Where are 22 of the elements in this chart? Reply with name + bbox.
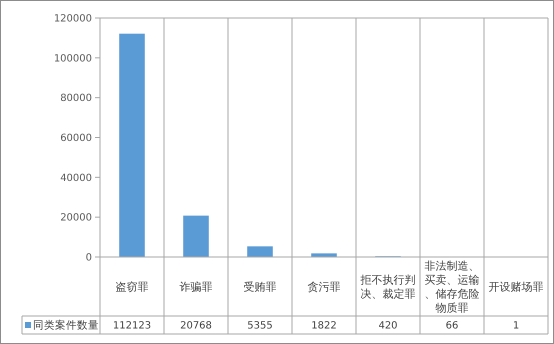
data-label: 20768	[180, 320, 212, 332]
y-tick-label: 40000	[60, 172, 92, 184]
data-label: 5355	[247, 320, 273, 332]
data-label: 66	[446, 320, 458, 332]
data-label: 1822	[311, 320, 337, 332]
legend-label: 同类案件数量	[33, 318, 99, 332]
data-label: 1	[512, 320, 520, 332]
data-label: 420	[378, 320, 398, 332]
y-tick-label: 120000	[54, 14, 92, 24]
x-tick-label: 受贿罪	[244, 280, 276, 294]
y-tick-label: 20000	[60, 212, 92, 224]
x-tick-label: 贪污罪	[308, 280, 340, 294]
data-label: 112123	[112, 320, 152, 332]
x-tick-label: 非法制造、买卖、运输、储存危险物质罪	[424, 259, 480, 314]
x-tick-label: 诈骗罪	[180, 280, 212, 294]
y-tick-label: 60000	[60, 133, 92, 144]
y-tick-label: 100000	[54, 53, 92, 64]
y-tick-label: 80000	[60, 93, 92, 104]
x-tick-label: 拒不执行判决、裁定罪	[360, 273, 416, 300]
x-tick-label: 盗窃罪	[116, 280, 148, 294]
y-tick-label: 0	[86, 252, 92, 264]
x-tick-label: 开设赌场罪	[488, 280, 544, 294]
